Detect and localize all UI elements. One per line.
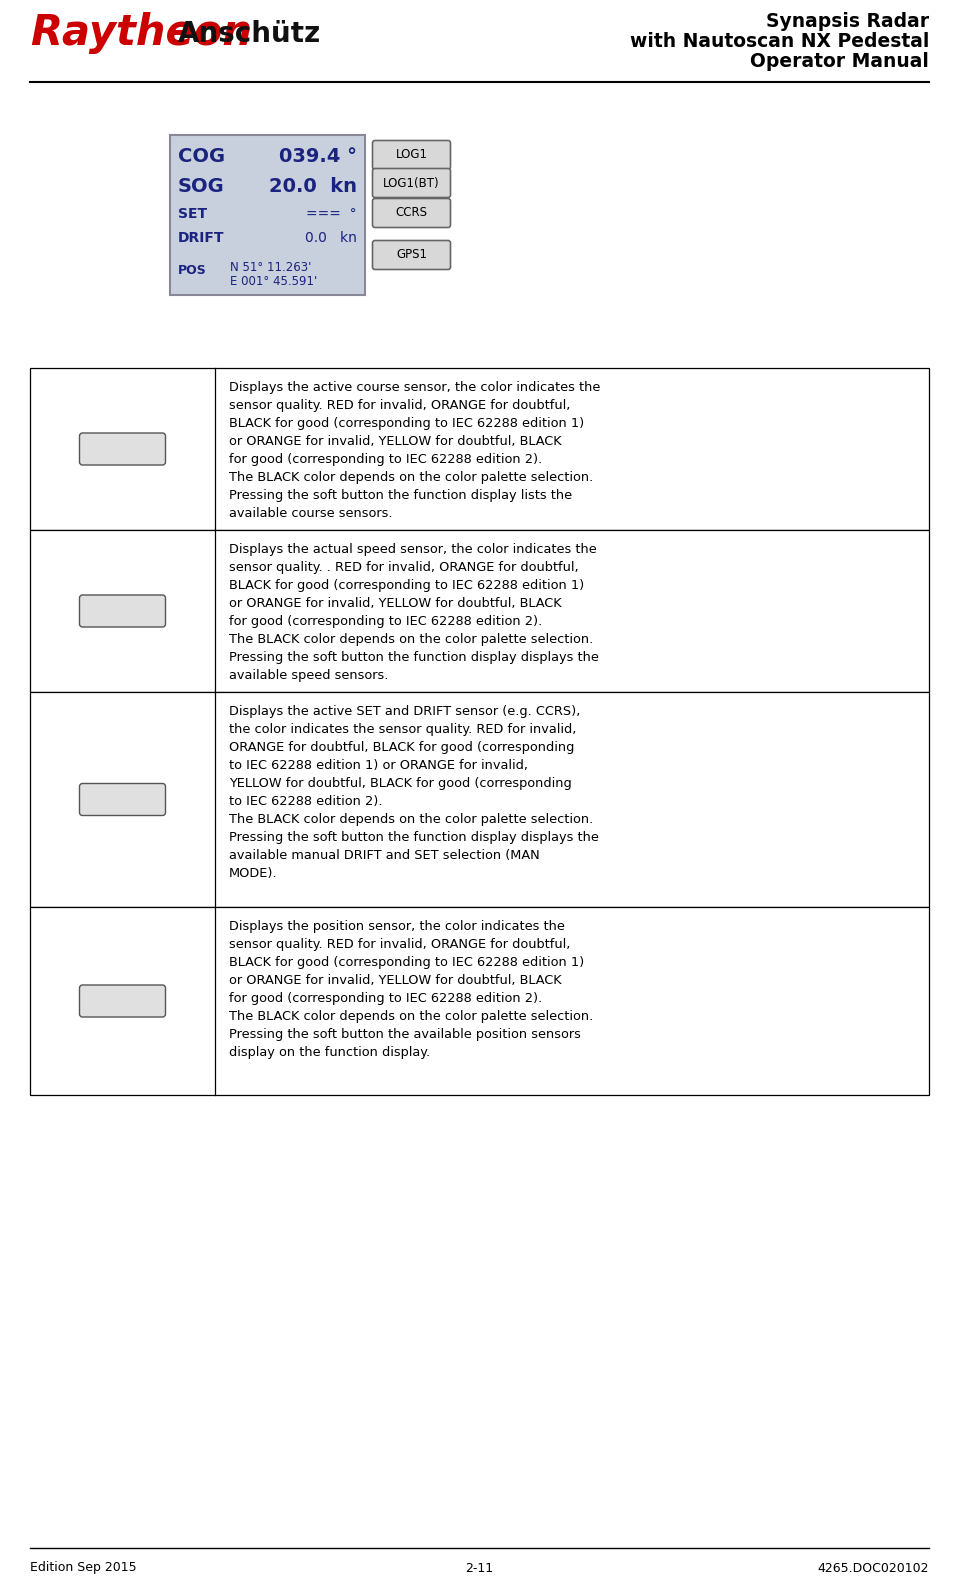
FancyBboxPatch shape xyxy=(372,240,451,269)
Text: Raytheon: Raytheon xyxy=(30,13,252,54)
Text: Displays the active course sensor, the color indicates the
sensor quality. RED f: Displays the active course sensor, the c… xyxy=(229,380,600,520)
FancyBboxPatch shape xyxy=(372,140,451,170)
Text: 4265.DOC020102: 4265.DOC020102 xyxy=(817,1561,929,1575)
Text: LOG1(BT): LOG1(BT) xyxy=(91,605,154,617)
Text: CCRS: CCRS xyxy=(105,792,141,807)
Bar xyxy=(170,135,365,294)
FancyBboxPatch shape xyxy=(80,783,166,816)
Bar xyxy=(30,530,929,692)
FancyBboxPatch shape xyxy=(80,985,166,1017)
Bar xyxy=(30,907,929,1095)
Text: GPS1: GPS1 xyxy=(105,994,140,1007)
Text: LOG1(BT): LOG1(BT) xyxy=(384,177,440,189)
Text: Displays the actual speed sensor, the color indicates the
sensor quality. . RED : Displays the actual speed sensor, the co… xyxy=(229,543,598,683)
Text: Edition Sep 2015: Edition Sep 2015 xyxy=(30,1561,136,1575)
Text: CCRS: CCRS xyxy=(395,207,428,220)
FancyBboxPatch shape xyxy=(372,199,451,228)
FancyBboxPatch shape xyxy=(80,433,166,465)
Text: Displays the position sensor, the color indicates the
sensor quality. RED for in: Displays the position sensor, the color … xyxy=(229,920,594,1060)
Text: GPS1: GPS1 xyxy=(396,248,427,261)
Text: SOG: SOG xyxy=(178,177,224,196)
Text: DRIFT: DRIFT xyxy=(178,232,224,245)
Text: LOG1: LOG1 xyxy=(395,148,428,162)
Text: LOG1: LOG1 xyxy=(105,442,141,455)
Text: Displays the active SET and DRIFT sensor (e.g. CCRS),
the color indicates the se: Displays the active SET and DRIFT sensor… xyxy=(229,705,598,880)
FancyBboxPatch shape xyxy=(372,169,451,197)
Text: ===  °: === ° xyxy=(306,207,357,221)
Text: 0.0   kn: 0.0 kn xyxy=(305,232,357,245)
Text: N 51° 11.263': N 51° 11.263' xyxy=(230,261,312,274)
Text: E 001° 45.591': E 001° 45.591' xyxy=(230,275,317,288)
FancyBboxPatch shape xyxy=(80,595,166,627)
Bar xyxy=(30,692,929,907)
Text: with Nautoscan NX Pedestal: with Nautoscan NX Pedestal xyxy=(630,32,929,51)
Text: Operator Manual: Operator Manual xyxy=(750,53,929,72)
Text: POS: POS xyxy=(178,264,207,277)
Text: 039.4 °: 039.4 ° xyxy=(279,146,357,165)
Text: SET: SET xyxy=(178,207,207,221)
Text: COG: COG xyxy=(178,146,225,165)
Text: 2-11: 2-11 xyxy=(465,1561,494,1575)
Bar xyxy=(30,368,929,530)
Text: 20.0  kn: 20.0 kn xyxy=(269,177,357,196)
Text: Synapsis Radar: Synapsis Radar xyxy=(766,13,929,30)
Text: Anschütz: Anschütz xyxy=(178,21,321,48)
